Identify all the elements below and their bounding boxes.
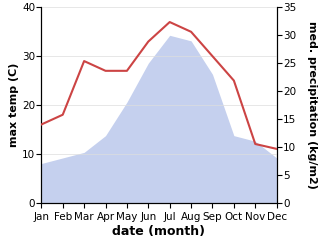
Y-axis label: max temp (C): max temp (C) (9, 63, 19, 147)
X-axis label: date (month): date (month) (113, 225, 205, 238)
Y-axis label: med. precipitation (kg/m2): med. precipitation (kg/m2) (307, 21, 317, 189)
